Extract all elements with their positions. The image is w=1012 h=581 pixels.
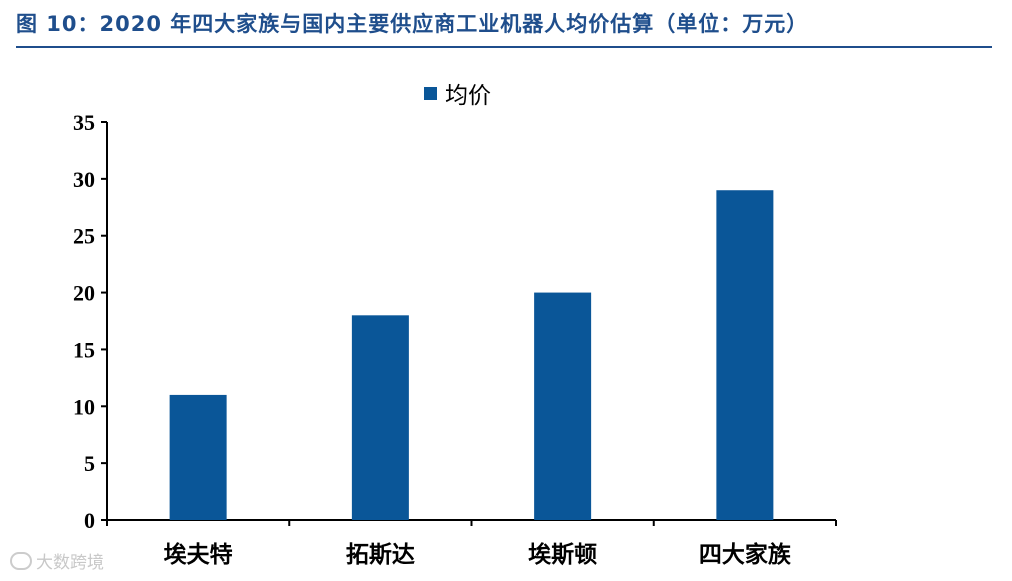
watermark-logo-icon xyxy=(10,551,32,570)
legend-swatch xyxy=(424,86,437,100)
legend: 均价 xyxy=(424,76,491,110)
bar xyxy=(351,315,409,520)
y-tick-label: 5 xyxy=(84,451,95,476)
y-tick-label: 10 xyxy=(73,394,95,419)
chart-axes xyxy=(101,121,837,526)
y-tick-label: 20 xyxy=(73,281,95,306)
x-category-label: 拓斯达 xyxy=(346,541,415,568)
y-tick-label: 30 xyxy=(73,167,95,192)
y-tick-label: 0 xyxy=(84,508,95,533)
bar xyxy=(169,394,227,520)
bar xyxy=(716,190,774,520)
title-underline xyxy=(16,46,992,48)
y-tick-label: 35 xyxy=(73,110,95,135)
y-tick-label: 25 xyxy=(73,224,95,249)
y-tick-label: 15 xyxy=(73,337,95,362)
x-category-label: 埃斯顿 xyxy=(528,541,597,568)
chart-bars xyxy=(169,190,774,520)
bar xyxy=(534,292,592,520)
legend-label: 均价 xyxy=(445,83,491,109)
watermark: 大数跨境 xyxy=(10,548,104,573)
watermark-text: 大数跨境 xyxy=(36,553,104,573)
chart-labels: 0 5 10 15 20 25 30 35 埃夫特 拓斯达 埃斯顿 四大家族 xyxy=(73,110,792,568)
x-category-label: 四大家族 xyxy=(699,541,792,568)
x-category-label: 埃夫特 xyxy=(164,541,233,568)
chart-title: 图 10：2020 年四大家族与国内主要供应商工业机器人均价估算（单位：万元） xyxy=(16,12,809,36)
